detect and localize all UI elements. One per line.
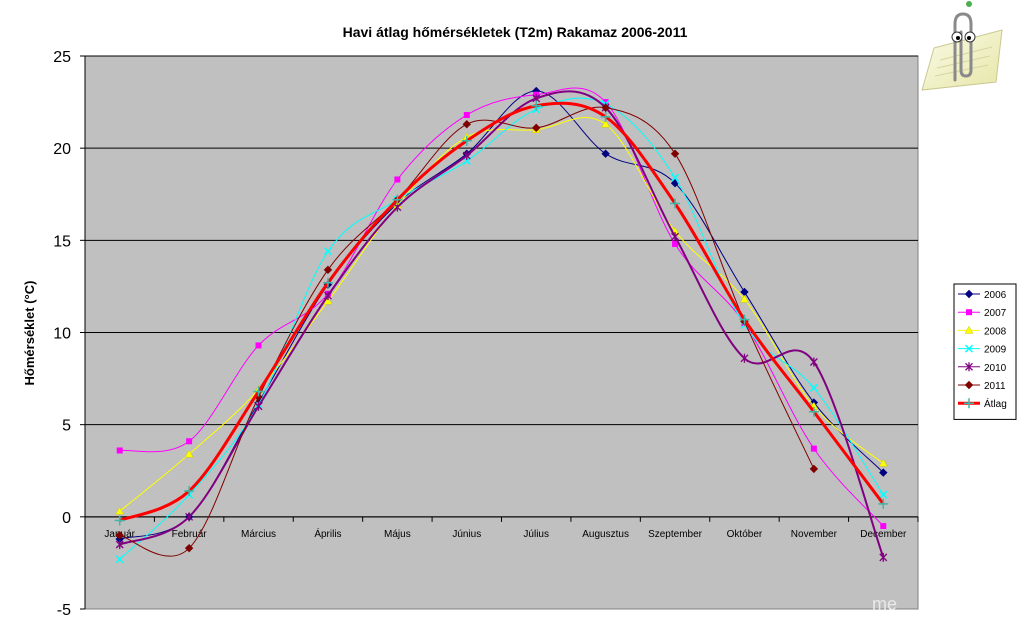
data-point <box>809 464 819 474</box>
watermark-text: me <box>872 594 897 614</box>
y-tick-label: 10 <box>53 326 71 343</box>
legend-label: 2006 <box>984 290 1007 301</box>
data-point <box>670 198 681 209</box>
legend-label: 2008 <box>984 326 1007 337</box>
x-tick-label: Április <box>314 527 341 540</box>
legend: 2006 2007 2008 2009 2010 2011 Átlag <box>953 283 1017 420</box>
series-2007 <box>116 87 887 530</box>
legend-box <box>953 283 1017 420</box>
y-tick-label: 15 <box>53 233 71 250</box>
series-line <box>119 106 815 557</box>
data-point <box>531 100 542 111</box>
legend-marker <box>964 325 974 334</box>
legend-marker <box>965 362 973 372</box>
data-point <box>740 353 749 363</box>
data-point <box>116 447 123 454</box>
data-point <box>462 119 471 129</box>
data-point <box>808 406 819 417</box>
data-point <box>601 149 610 158</box>
chart-title: Havi átlag hőmérsékletek (T2m) Rakamaz 2… <box>343 24 688 40</box>
data-point <box>254 401 263 411</box>
data-point <box>462 151 471 161</box>
data-point <box>115 531 124 540</box>
data-point <box>184 543 194 553</box>
data-point <box>602 99 609 106</box>
legend-marker <box>964 344 974 353</box>
y-tick-label: 5 <box>62 418 71 435</box>
data-point <box>185 512 194 522</box>
data-point <box>601 119 611 128</box>
data-point <box>671 232 680 242</box>
y-tick-label: 20 <box>53 141 71 158</box>
data-point <box>878 498 889 509</box>
legend-marker <box>964 289 974 299</box>
data-point <box>809 357 818 367</box>
data-point <box>670 149 680 158</box>
data-point <box>323 265 333 275</box>
x-tick-label: Július <box>523 529 549 540</box>
x-tick-label: December <box>860 529 907 540</box>
x-tick-label: Június <box>452 529 481 540</box>
legend-marker <box>964 380 974 390</box>
data-point <box>532 123 541 133</box>
data-point <box>879 552 888 562</box>
data-point <box>809 383 818 392</box>
legend-label: Átlag <box>984 397 1007 410</box>
data-point <box>323 296 333 305</box>
y-tick-label: 0 <box>62 510 71 527</box>
x-tick-label: November <box>791 529 838 540</box>
data-point <box>115 506 125 515</box>
data-point <box>739 314 750 325</box>
data-point <box>740 294 749 303</box>
series-Átlag <box>114 100 889 526</box>
y-tick-label: 25 <box>53 49 71 66</box>
data-point <box>601 103 610 112</box>
legend-label: 2009 <box>984 345 1007 356</box>
data-point <box>600 111 611 122</box>
data-point <box>322 277 333 288</box>
data-point <box>184 486 195 497</box>
x-tick-label: Augusztus <box>582 529 629 540</box>
x-tick-label: Szeptember <box>648 529 703 540</box>
data-point <box>671 173 680 182</box>
data-point <box>392 194 403 205</box>
y-axis-label: Hőmérséklet (°C) <box>22 281 37 386</box>
data-point <box>810 445 817 452</box>
legend-marker <box>966 309 972 316</box>
x-tick-label: Február <box>172 529 208 540</box>
data-point <box>880 523 887 530</box>
data-point <box>255 342 262 349</box>
y-tick-label: -5 <box>57 602 71 619</box>
legend-label: 2007 <box>984 308 1007 319</box>
data-point <box>879 490 888 499</box>
data-point <box>672 241 679 248</box>
data-point <box>323 291 332 301</box>
x-tick-label: Március <box>241 529 276 540</box>
data-point <box>879 468 888 477</box>
x-tick-label: Május <box>384 529 411 540</box>
data-point <box>394 176 401 183</box>
data-point <box>186 438 193 445</box>
data-point <box>114 515 125 526</box>
data-point <box>878 458 888 467</box>
legend-label: 2011 <box>984 381 1006 392</box>
data-point <box>463 111 470 118</box>
legend-label: 2010 <box>984 363 1007 374</box>
data-point <box>253 386 264 397</box>
data-point <box>115 539 124 549</box>
paperclip-assistant-icon <box>921 1 1003 91</box>
data-point <box>184 449 194 458</box>
legend-marker <box>964 398 974 409</box>
x-tick-label: Október <box>727 529 763 540</box>
data-point <box>115 555 124 564</box>
data-point <box>323 247 332 256</box>
series-line <box>119 101 885 522</box>
data-point <box>461 135 472 146</box>
